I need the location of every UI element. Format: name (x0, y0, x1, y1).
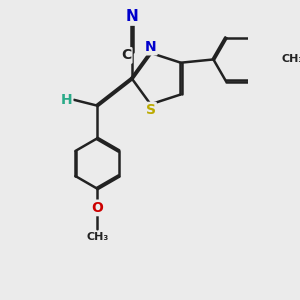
Text: CH₃: CH₃ (86, 232, 108, 242)
Text: N: N (125, 9, 138, 24)
Text: S: S (146, 103, 155, 117)
Text: H: H (60, 93, 72, 107)
Text: CH₃: CH₃ (281, 54, 300, 64)
Text: N: N (145, 40, 156, 54)
Text: C: C (121, 48, 131, 62)
Text: O: O (91, 201, 103, 215)
